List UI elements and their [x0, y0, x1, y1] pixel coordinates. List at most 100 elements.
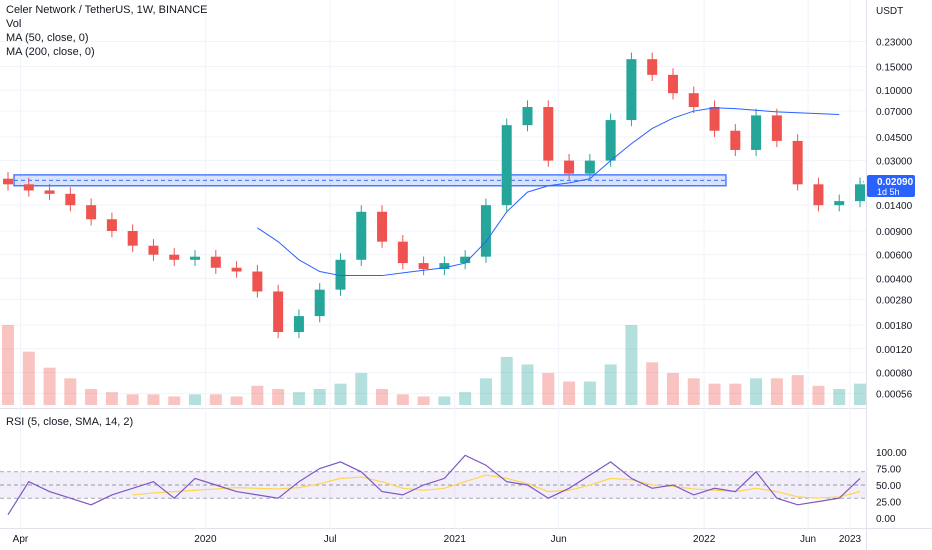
candle-body — [86, 205, 97, 220]
volume-bar — [147, 394, 160, 405]
ma50-line — [257, 107, 840, 277]
candle-body — [23, 184, 34, 191]
candle-body — [792, 140, 803, 185]
rsi-tick-label: 100.00 — [876, 448, 907, 459]
price-tick-label: 0.00120 — [876, 345, 913, 356]
rsi-tick-label: 50.00 — [876, 481, 901, 492]
volume-bar — [105, 392, 118, 405]
price-axis[interactable]: 0.23000 0.15000 0.10000 0.07000 0.04500 0.030… — [876, 38, 913, 401]
volume-bars — [2, 325, 866, 405]
time-tick-label: 2021 — [444, 534, 467, 545]
price-axis-currency: USDT — [876, 6, 903, 17]
rsi-axis[interactable]: 100.00 75.00 50.00 25.00 0.00 — [876, 448, 907, 525]
price-tick-label: 0.15000 — [876, 62, 913, 73]
volume-bar — [770, 378, 783, 405]
ma-line — [257, 107, 840, 277]
ma200-legend[interactable]: MA (200, close, 0) — [6, 46, 95, 58]
price-tick-label: 0.00056 — [876, 389, 913, 400]
candle-body — [647, 59, 658, 75]
volume-bar — [646, 362, 659, 405]
rsi-legend[interactable]: RSI (5, close, SMA, 14, 2) — [6, 416, 134, 428]
volume-bar — [272, 389, 285, 405]
candle-body — [148, 245, 159, 255]
ma50-legend[interactable]: MA (50, close, 0) — [6, 32, 89, 44]
candle-body — [626, 59, 637, 121]
price-tick-label: 0.07000 — [876, 107, 913, 118]
time-tick-label: Jul — [324, 534, 337, 545]
volume-legend[interactable]: Vol — [6, 18, 22, 30]
price-pane[interactable] — [0, 0, 866, 408]
candle-body — [813, 184, 824, 206]
candle-body — [564, 160, 575, 174]
price-tick-label: 0.00900 — [876, 227, 913, 238]
candle-body — [480, 205, 491, 257]
volume-bar — [687, 378, 700, 405]
current-price-label — [867, 175, 915, 197]
price-tick-label: 0.00280 — [876, 295, 913, 306]
candle-body — [106, 219, 117, 231]
candle-body — [709, 107, 720, 131]
volume-bar — [85, 389, 98, 405]
volume-bar — [22, 351, 35, 405]
volume-bar — [376, 389, 389, 405]
rsi-tick-label: 25.00 — [876, 498, 901, 509]
volume-bar — [209, 394, 222, 405]
candle-body — [293, 316, 304, 332]
candle-body — [605, 120, 616, 161]
candle-body — [127, 230, 138, 246]
price-tick-label: 0.04500 — [876, 133, 913, 144]
candle-body — [252, 271, 263, 292]
volume-bar — [750, 378, 763, 405]
volume-bar — [500, 357, 513, 405]
volume-bar — [313, 389, 326, 405]
time-tick-label: 2020 — [194, 534, 217, 545]
volume-bar — [417, 396, 430, 405]
candle-body — [543, 107, 554, 161]
candle-body — [44, 190, 55, 194]
bar-countdown: 1d 5h — [877, 187, 900, 197]
candle-body — [273, 291, 284, 332]
candle-body — [771, 115, 782, 141]
candle-body — [418, 263, 429, 269]
volume-bar — [230, 396, 243, 405]
candle-body — [190, 256, 201, 260]
volume-bar — [189, 394, 202, 405]
volume-bar — [43, 367, 56, 405]
candle-body — [210, 256, 221, 268]
volume-bar — [833, 389, 846, 405]
volume-bar — [729, 383, 742, 405]
price-tick-label: 0.23000 — [876, 38, 913, 49]
rsi-line — [7, 454, 861, 516]
candle-body — [688, 93, 699, 108]
rsi-tick-label: 0.00 — [876, 514, 896, 525]
candle-body — [314, 289, 325, 317]
candle-body — [169, 254, 180, 260]
price-tick-label: 0.01400 — [876, 201, 913, 212]
rsi-pane[interactable] — [0, 408, 866, 528]
volume-bar — [708, 383, 721, 405]
volume-bar — [791, 375, 804, 405]
symbol-title[interactable]: Celer Network / TetherUS, 1W, BINANCE — [6, 4, 208, 16]
time-tick-label: Jun — [551, 534, 567, 545]
volume-bar — [438, 396, 451, 405]
candle-body — [834, 201, 845, 206]
candle-body — [377, 211, 388, 242]
volume-bar — [542, 373, 555, 405]
volume-bar — [604, 364, 617, 405]
volume-bar — [126, 394, 139, 405]
resistance-zone[interactable] — [13, 174, 866, 187]
volume-bar — [355, 373, 368, 405]
price-tick-label: 0.00600 — [876, 251, 913, 262]
volume-bar — [251, 385, 264, 405]
candle-body — [501, 125, 512, 206]
volume-bar — [64, 378, 77, 405]
candle-body — [356, 211, 367, 260]
candle-body — [397, 241, 408, 264]
price-tick-label: 0.00080 — [876, 369, 913, 380]
candle-body — [439, 263, 450, 269]
time-axis[interactable]: Apr 2020 Jul 2021 Jun 2022 Jun 2023 — [13, 534, 862, 545]
candle-body — [751, 115, 762, 150]
volume-bar — [854, 383, 866, 405]
